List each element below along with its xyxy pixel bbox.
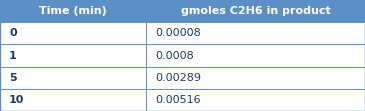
Text: 10: 10 [9, 95, 24, 105]
Bar [0, 89, 365, 111]
Bar [0, 44, 365, 67]
Text: 0: 0 [9, 28, 17, 38]
Text: 0.00516: 0.00516 [155, 95, 201, 105]
Text: 0.00289: 0.00289 [155, 73, 201, 83]
Text: 5: 5 [9, 73, 17, 83]
Text: gmoles C2H6 in product: gmoles C2H6 in product [181, 6, 330, 16]
Text: 1: 1 [9, 51, 17, 60]
Bar [0, 22, 365, 44]
Text: Time (min): Time (min) [39, 6, 107, 16]
Bar [0, 0, 365, 22]
Text: 0.0008: 0.0008 [155, 51, 194, 60]
Text: 0.00008: 0.00008 [155, 28, 201, 38]
Bar [0, 67, 365, 89]
